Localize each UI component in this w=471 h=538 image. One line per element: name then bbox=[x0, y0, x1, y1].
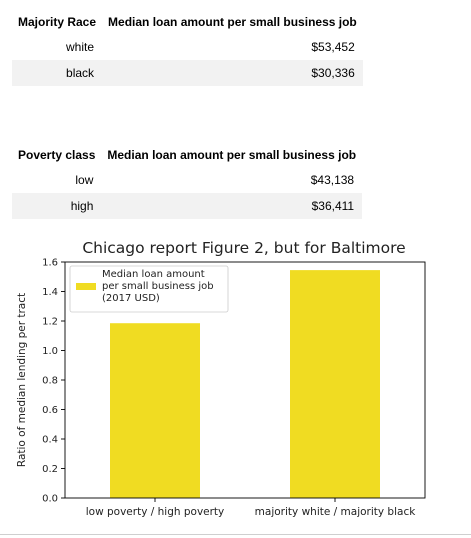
race-index-header: Majority Race bbox=[18, 15, 97, 29]
cell-bottom-divider bbox=[0, 534, 471, 535]
x-tick-label: low poverty / high poverty bbox=[86, 506, 225, 518]
table-row: black $30,336 bbox=[12, 60, 363, 86]
row-value: $53,452 bbox=[311, 40, 355, 54]
row-value: $36,411 bbox=[101, 193, 363, 219]
bar-chart: Chicago report Figure 2, but for Baltimo… bbox=[16, 239, 426, 518]
y-tick-label: 1.6 bbox=[42, 258, 58, 269]
y-tick-label: 1.0 bbox=[42, 346, 58, 357]
race-table: Majority Race Median loan amount per sma… bbox=[12, 10, 363, 86]
row-label: white bbox=[66, 40, 95, 54]
row-label: low bbox=[75, 173, 94, 187]
y-tick-label: 1.2 bbox=[42, 317, 58, 328]
table-row: low $43,138 bbox=[12, 167, 362, 193]
row-label: high bbox=[12, 193, 102, 219]
race-column-header: Median loan amount per small business jo… bbox=[108, 15, 357, 29]
legend-swatch bbox=[76, 283, 96, 290]
y-axis: 0.0 0.2 0.4 0.6 0.8 1.0 1.2 1.4 1.6 bbox=[42, 258, 65, 505]
legend: Median loan amount per small business jo… bbox=[69, 265, 229, 313]
y-tick-label: 1.4 bbox=[42, 287, 58, 298]
y-tick-label: 0.4 bbox=[42, 435, 58, 446]
x-axis: low poverty / high poverty majority white… bbox=[86, 498, 416, 518]
row-label: black bbox=[12, 60, 103, 86]
table-row: white $53,452 bbox=[12, 34, 363, 60]
legend-box bbox=[69, 265, 229, 313]
y-tick-label: 0.2 bbox=[42, 464, 58, 475]
poverty-table-header-row: Poverty class Median loan amount per sma… bbox=[12, 143, 362, 167]
chart-title: Chicago report Figure 2, but for Baltimo… bbox=[82, 239, 405, 257]
legend-label-line-3: (2017 USD) bbox=[102, 293, 160, 304]
poverty-table: Poverty class Median loan amount per sma… bbox=[12, 143, 363, 219]
legend-label-line-2: per small business job bbox=[102, 281, 214, 292]
table-row: high $36,411 bbox=[12, 193, 363, 219]
y-tick-label: 0.8 bbox=[42, 376, 58, 387]
row-value: $30,336 bbox=[102, 60, 363, 86]
legend-label-line-1: Median loan amount bbox=[102, 269, 205, 280]
y-axis-label: Ratio of median lending per tract bbox=[16, 293, 28, 467]
bar bbox=[290, 270, 380, 498]
poverty-index-header: Poverty class bbox=[18, 148, 96, 162]
bar bbox=[110, 323, 200, 498]
poverty-column-header: Median loan amount per small business jo… bbox=[107, 148, 357, 162]
bars-group bbox=[110, 270, 380, 498]
row-value: $43,138 bbox=[310, 173, 355, 187]
y-tick-label: 0.0 bbox=[42, 494, 58, 505]
plot-frame bbox=[64, 261, 426, 499]
x-tick-label: majority white / majority black bbox=[255, 506, 417, 518]
y-tick-label: 0.6 bbox=[42, 405, 58, 416]
race-table-header-row: Majority Race Median loan amount per sma… bbox=[12, 10, 363, 34]
